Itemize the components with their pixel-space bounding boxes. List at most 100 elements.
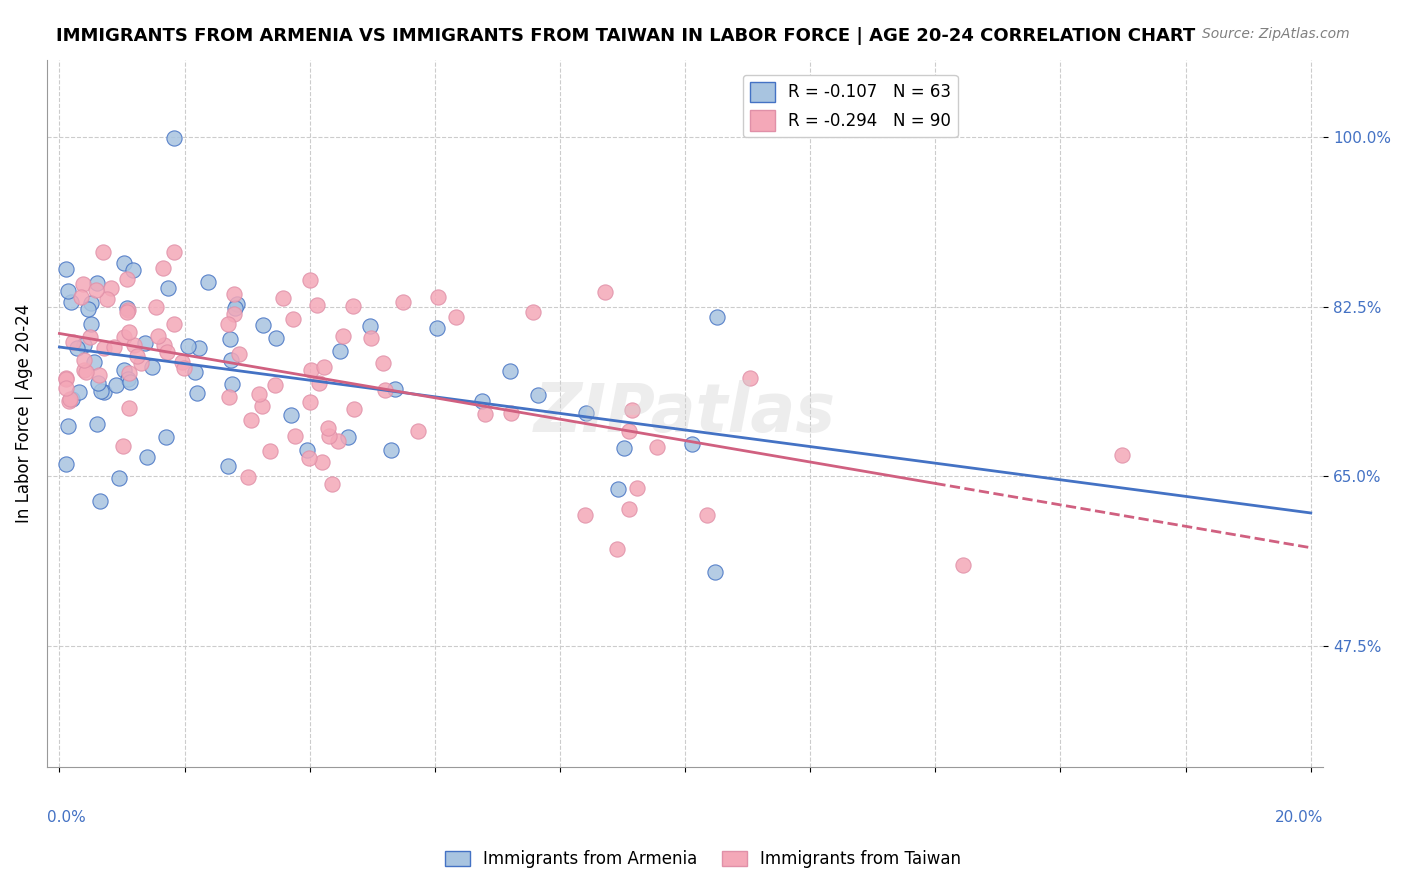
Point (67, 384, 90, 399)
Point (118, 366, 141, 380)
Point (299, 362, 322, 376)
Y-axis label: In Labor Force | Age 20-24: In Labor Force | Age 20-24 (15, 304, 32, 523)
Point (80, 296, 103, 310)
Point (118, 401, 141, 415)
Point (59, 392, 82, 407)
Point (474, 407, 496, 421)
Point (86, 284, 108, 298)
Point (499, 406, 522, 420)
Point (318, 429, 340, 443)
Point (118, 376, 141, 390)
Point (308, 376, 330, 390)
Point (163, 244, 186, 259)
Text: Source: ZipAtlas.com: Source: ZipAtlas.com (1202, 27, 1350, 41)
Point (298, 451, 321, 466)
Text: 0.0%: 0.0% (46, 810, 86, 825)
Point (575, 406, 598, 420)
Point (104, 378, 127, 392)
Point (328, 344, 350, 359)
Point (593, 285, 616, 300)
Point (380, 442, 402, 457)
Point (184, 365, 207, 379)
Point (87, 368, 110, 382)
Point (129, 356, 152, 370)
Point (224, 307, 246, 321)
Point (426, 321, 449, 335)
Point (153, 338, 176, 352)
Point (522, 305, 544, 319)
Point (55, 372, 77, 386)
Point (217, 318, 239, 332)
Point (613, 441, 636, 455)
Point (374, 383, 396, 397)
Point (117, 303, 139, 318)
Point (117, 372, 139, 386)
Point (177, 339, 200, 353)
Point (122, 337, 145, 351)
Point (238, 470, 260, 484)
Point (55, 261, 77, 276)
Point (141, 360, 163, 375)
Point (93, 341, 115, 355)
Point (574, 508, 596, 523)
Point (134, 335, 156, 350)
Point (312, 359, 335, 374)
Point (332, 328, 354, 343)
Point (617, 502, 640, 516)
Point (316, 421, 339, 435)
Point (80, 317, 103, 331)
Point (224, 286, 246, 301)
Point (617, 424, 640, 438)
Point (271, 291, 294, 305)
Point (250, 399, 273, 413)
Point (58, 394, 80, 409)
Point (704, 565, 727, 579)
Point (118, 326, 141, 340)
Point (66, 341, 89, 355)
Point (83, 355, 105, 369)
Point (89, 493, 111, 508)
Point (645, 440, 668, 454)
Point (226, 297, 249, 311)
Point (145, 300, 167, 314)
Point (79, 329, 101, 343)
Point (298, 273, 321, 287)
Legend: Immigrants from Armenia, Immigrants from Taiwan: Immigrants from Armenia, Immigrants from… (437, 844, 969, 875)
Point (305, 298, 328, 312)
Point (155, 430, 177, 444)
Point (73, 363, 96, 377)
Point (252, 318, 274, 333)
Point (87, 376, 110, 391)
Point (91, 245, 114, 260)
Point (136, 450, 159, 464)
Point (740, 370, 762, 384)
Point (406, 424, 429, 438)
Point (471, 393, 494, 408)
Point (76, 301, 98, 316)
Point (112, 363, 135, 377)
Point (219, 332, 242, 346)
Point (444, 310, 467, 324)
Point (527, 388, 550, 402)
Point (373, 356, 395, 370)
Point (103, 340, 125, 354)
Point (72, 277, 94, 292)
Point (499, 363, 522, 377)
Point (55, 458, 77, 472)
Point (60, 392, 83, 406)
Point (1111, 448, 1133, 462)
Point (90, 384, 112, 398)
Point (359, 318, 381, 333)
Point (952, 558, 974, 573)
Text: ZIPatlas: ZIPatlas (534, 380, 837, 446)
Point (111, 439, 134, 453)
Point (146, 329, 169, 343)
Point (56, 419, 79, 434)
Point (299, 395, 322, 409)
Legend: R = -0.107   N = 63, R = -0.294   N = 90: R = -0.107 N = 63, R = -0.294 N = 90 (742, 75, 957, 137)
Point (280, 408, 302, 422)
Point (605, 542, 627, 557)
Point (117, 301, 139, 315)
Point (197, 275, 219, 289)
Point (100, 281, 122, 295)
